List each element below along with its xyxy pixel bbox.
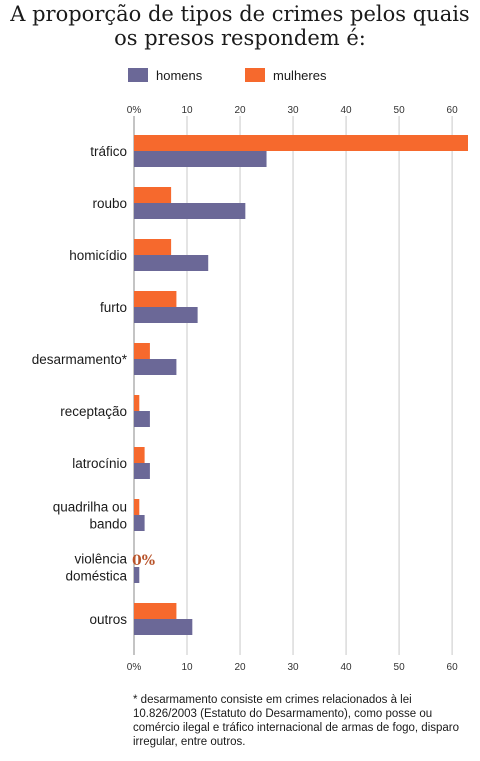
category-label-7-0: quadrilha ou <box>53 500 127 515</box>
bar-homens-5 <box>134 411 150 427</box>
bar-homens-1 <box>134 203 246 219</box>
category-label-3-0: furto <box>100 300 127 315</box>
legend-item-homens: homens <box>128 68 202 83</box>
bar-homens-4 <box>134 359 177 375</box>
bar-mulheres-5 <box>134 395 140 411</box>
category-label-8-1: doméstica <box>65 569 127 584</box>
category-label-2-0: homicídio <box>69 248 127 263</box>
bar-mulheres-6 <box>134 447 145 463</box>
bar-chart: 0% 0% 10 10 20 20 30 30 40 40 50 50 60 60 tráfico roubo… <box>32 105 468 673</box>
bar-mulheres-2 <box>134 239 172 255</box>
bar-mulheres-7 <box>134 499 140 515</box>
tick-label-top-0: 0% <box>127 105 142 116</box>
bar-homens-2 <box>134 255 209 271</box>
tick-label-bottom-60: 60 <box>447 662 459 673</box>
footnote: * desarmamento consiste em crimes relaci… <box>133 694 460 748</box>
tick-label-top-10: 10 <box>181 105 193 116</box>
tick-label-top-50: 50 <box>394 105 406 116</box>
bar-homens-6 <box>134 463 150 479</box>
tick-label-bottom-20: 20 <box>234 662 246 673</box>
bar-homens-3 <box>134 307 198 323</box>
bar-mulheres-9 <box>134 603 177 619</box>
bar-homens-7 <box>134 515 145 531</box>
chart-title-line-1: A proporção de tipos de crimes pelos qua… <box>10 2 470 26</box>
legend-label-homens: homens <box>156 68 203 83</box>
category-label-5-0: receptação <box>60 404 127 419</box>
bar-homens-9 <box>134 619 193 635</box>
category-label-1-0: roubo <box>92 196 127 211</box>
bar-homens-0 <box>134 151 267 167</box>
category-label-0-0: tráfico <box>90 144 127 159</box>
tick-label-bottom-40: 40 <box>341 662 353 673</box>
bar-mulheres-1 <box>134 187 172 203</box>
tick-label-bottom-10: 10 <box>181 662 193 673</box>
legend-item-mulheres: mulheres <box>245 68 326 83</box>
bar-mulheres-3 <box>134 291 177 307</box>
tick-label-bottom-0: 0% <box>127 662 142 673</box>
category-label-4-0: desarmamento* <box>32 352 128 367</box>
legend-swatch-homens <box>128 68 148 82</box>
tick-label-bottom-30: 30 <box>287 662 299 673</box>
zero-annotation: 0% <box>132 553 155 569</box>
tick-label-top-60: 60 <box>447 105 459 116</box>
tick-label-top-40: 40 <box>341 105 353 116</box>
tick-label-top-30: 30 <box>287 105 299 116</box>
chart-title-line-2: os presos respondem é: <box>114 26 366 50</box>
category-label-9-0: outros <box>89 612 127 627</box>
bar-mulheres-4 <box>134 343 150 359</box>
legend-label-mulheres: mulheres <box>273 68 327 83</box>
category-label-7-1: bando <box>89 517 127 532</box>
tick-label-bottom-50: 50 <box>394 662 406 673</box>
tick-label-top-20: 20 <box>234 105 246 116</box>
legend-swatch-mulheres <box>245 68 265 82</box>
category-label-8-0: violência <box>74 552 127 567</box>
bar-homens-8 <box>134 567 140 583</box>
category-label-6-0: latrocínio <box>72 456 127 471</box>
chart-title: A proporção de tipos de crimes pelos qua… <box>0 2 480 50</box>
bar-mulheres-0 <box>134 135 468 151</box>
